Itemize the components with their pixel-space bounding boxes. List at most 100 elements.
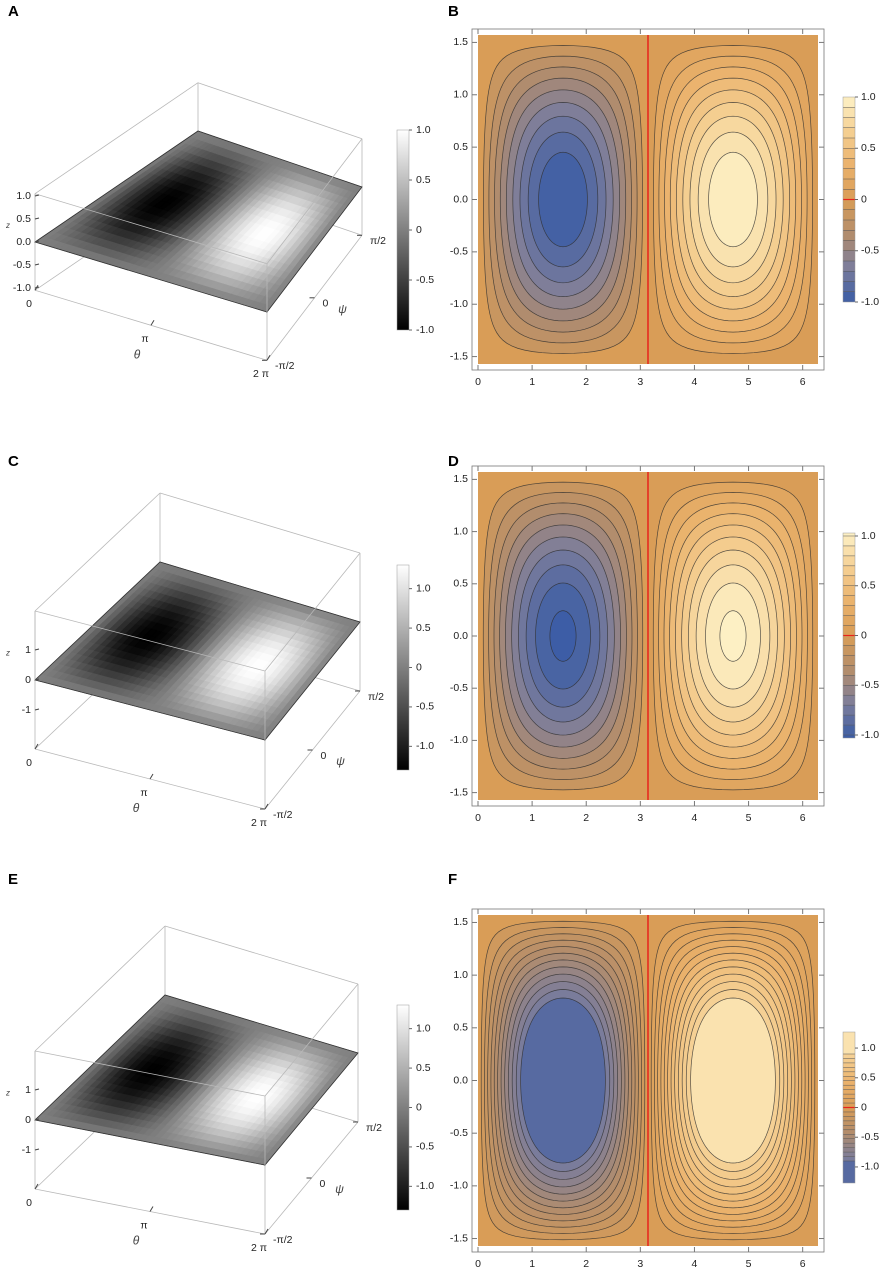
colorbar-band xyxy=(843,1071,855,1077)
y-tick-label: -1.5 xyxy=(450,1232,468,1244)
panel-label: A xyxy=(8,3,19,20)
x-tick-label: π xyxy=(141,333,148,345)
colorbar-band xyxy=(843,1125,855,1130)
colorbar-band xyxy=(843,555,855,566)
colorbar-tick-label: -1.0 xyxy=(416,740,434,752)
box-edge xyxy=(34,1050,266,1097)
z-tick xyxy=(34,194,40,197)
y-tick-label: 0.5 xyxy=(453,578,468,590)
y-tick-label: -π/2 xyxy=(273,1234,293,1246)
colorbar-tick-label: -0.5 xyxy=(416,1141,434,1153)
colorbar-tick-label: 0 xyxy=(861,193,867,205)
y-tick-label: π/2 xyxy=(370,235,386,247)
colorbar-tick-label: 0 xyxy=(416,1101,422,1113)
colorbar-band xyxy=(843,261,855,272)
colorbar-tick-label: -0.5 xyxy=(861,1131,879,1143)
colorbar-band xyxy=(843,158,855,169)
colorbar-tick-label: -1.0 xyxy=(416,1180,434,1192)
y-tick-label: -0.5 xyxy=(450,682,468,694)
z-axis-label: z xyxy=(5,649,10,658)
y-tick-label: -0.5 xyxy=(450,246,468,258)
colorbar-band xyxy=(843,220,855,231)
panel: 0 1 2 3 4 5 6 1.5 1.0 0.5 0.0 -0.5 -1.0 -1.5 1.0 0.5 0 -0… xyxy=(448,453,879,824)
contour-line xyxy=(708,151,758,248)
colorbar-band xyxy=(843,1107,855,1112)
colorbar-band xyxy=(843,168,855,179)
z-tick xyxy=(34,217,40,220)
z-tick-label: 1.0 xyxy=(16,190,31,202)
panel-label: C xyxy=(8,453,19,470)
colorbar xyxy=(396,564,410,771)
colorbar-tick-label: 0.5 xyxy=(416,622,431,634)
x-tick-label: 3 xyxy=(637,1258,643,1270)
panel-label: F xyxy=(448,871,457,888)
y-tick-label: -1.0 xyxy=(450,1180,468,1192)
colorbar-band xyxy=(843,535,855,546)
panel-label: B xyxy=(448,3,459,20)
panel-label: D xyxy=(448,453,459,470)
x-tick-label: π xyxy=(140,787,147,799)
colorbar-band xyxy=(843,1129,855,1135)
colorbar-tick-label: 1.0 xyxy=(861,91,876,103)
colorbar-band xyxy=(843,1067,855,1072)
x-tick-label: 0 xyxy=(26,1197,32,1209)
box-edge xyxy=(34,925,166,1052)
x-tick-label: 2 xyxy=(583,812,589,824)
x-tick-label: 0 xyxy=(475,1258,481,1270)
colorbar-band xyxy=(843,271,855,282)
x-tick-label: 0 xyxy=(26,298,32,310)
panel: 0 π 2 π -π/2 0 π/2 1 0 -1 θ ψ z 1.0 0.5 0 -0.5 -1.0 C xyxy=(5,453,434,829)
colorbar-band xyxy=(843,645,855,656)
colorbar-band xyxy=(843,117,855,128)
box-edge xyxy=(34,610,266,672)
z-tick xyxy=(34,678,40,681)
z-tick xyxy=(34,240,40,243)
z-tick-label: 0.0 xyxy=(16,236,31,248)
colorbar-band xyxy=(843,107,855,118)
y-tick-label: 1.0 xyxy=(453,525,468,537)
colorbar-band xyxy=(843,1080,855,1086)
colorbar-band xyxy=(843,605,855,616)
colorbar-tick-label: 0 xyxy=(861,1101,867,1113)
x-tick-label: 6 xyxy=(800,376,806,388)
y-tick-label: 0 xyxy=(321,750,327,762)
colorbar-band xyxy=(843,1138,855,1144)
box-edge xyxy=(159,492,361,554)
x-tick xyxy=(150,320,155,326)
x-tick xyxy=(149,773,154,780)
colorbar-tick-label: -0.5 xyxy=(861,245,879,257)
y-tick-label: 0 xyxy=(323,298,329,310)
colorbar-band xyxy=(843,291,855,302)
contour-line xyxy=(719,610,747,662)
y-tick-label: 0.5 xyxy=(453,1022,468,1034)
y-tick-label: -1.5 xyxy=(450,350,468,362)
y-tick-label: 0.5 xyxy=(453,141,468,153)
colorbar-band xyxy=(843,240,855,251)
colorbar-band xyxy=(843,199,855,210)
colorbar-band xyxy=(843,1143,855,1148)
x-tick-label: 6 xyxy=(800,1258,806,1270)
colorbar-band xyxy=(843,127,855,138)
surface-outline xyxy=(34,130,363,313)
colorbar-tick-label: 1.0 xyxy=(861,1042,876,1054)
z-tick xyxy=(34,1148,40,1151)
box-edge xyxy=(264,552,361,672)
x-axis-label: θ xyxy=(134,347,141,361)
colorbar-band xyxy=(843,1161,855,1183)
colorbar-band xyxy=(843,1085,855,1090)
box-edge xyxy=(34,82,199,195)
y-tick-label: 0.0 xyxy=(453,630,468,642)
y-axis-label: ψ xyxy=(336,754,345,768)
panel: 0 1 2 3 4 5 6 1.5 1.0 0.5 0.0 -0.5 -1.0 -1.5 1.0 0.5 0 -0… xyxy=(448,3,879,388)
y-tick-label: -1.0 xyxy=(450,734,468,746)
x-tick-label: 5 xyxy=(746,376,752,388)
panel: 0 π 2 π -π/2 0 π/2 1.0 0.5 0.0 -0.5 -1.0 θ ψ z 1.0 0.5 0… xyxy=(5,3,434,380)
colorbar-band xyxy=(843,725,855,736)
x-tick-label: 1 xyxy=(529,376,535,388)
colorbar-band xyxy=(843,625,855,636)
colorbar xyxy=(396,1004,410,1211)
z-tick xyxy=(34,648,40,651)
colorbar-band xyxy=(843,715,855,726)
x-tick xyxy=(34,743,39,750)
y-tick-label: 0.0 xyxy=(453,193,468,205)
